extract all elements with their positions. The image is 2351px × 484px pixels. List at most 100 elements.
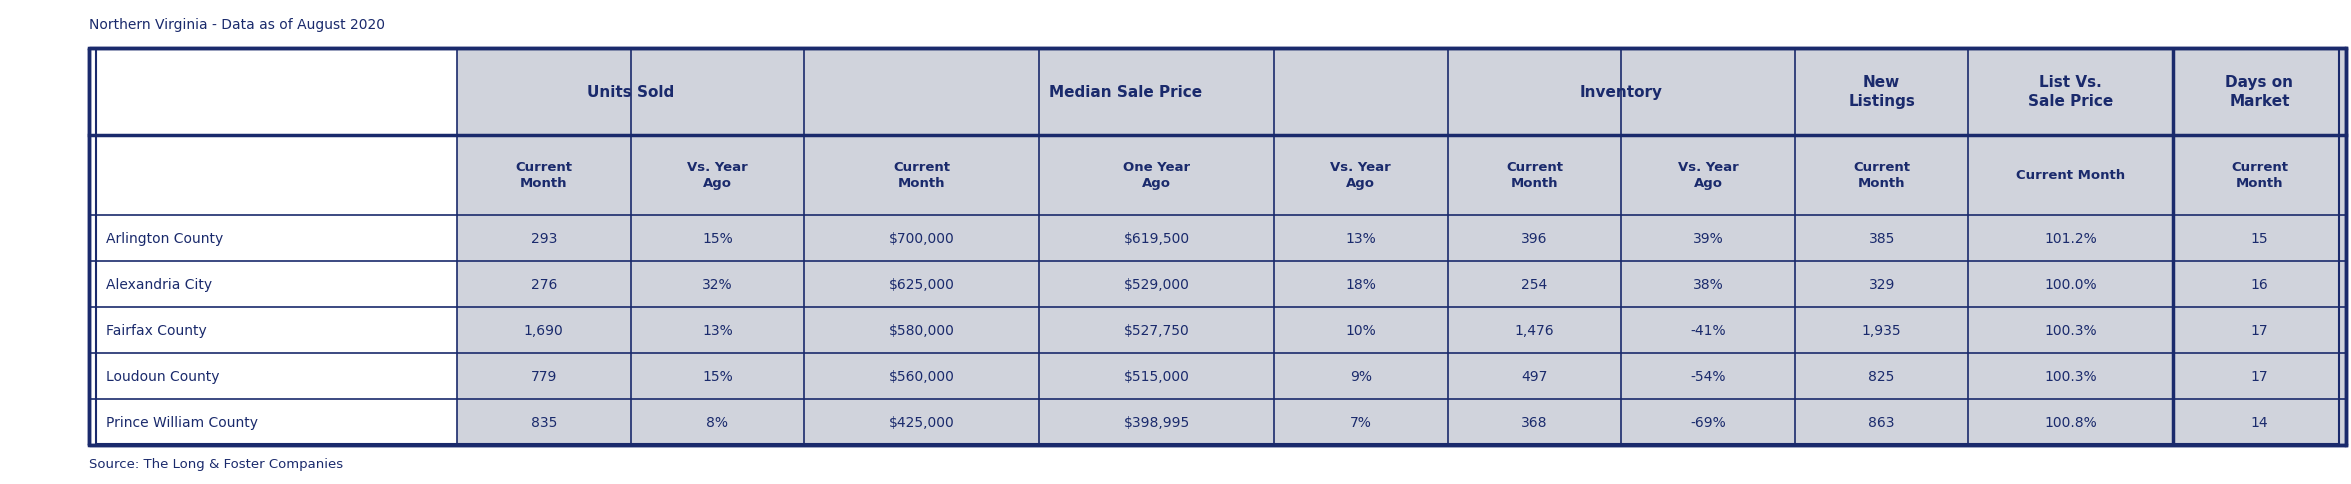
Bar bbox=[456, 136, 630, 215]
Bar bbox=[1794, 215, 1968, 261]
Bar bbox=[1794, 353, 1968, 399]
Bar bbox=[2172, 215, 2346, 261]
Text: Fairfax County: Fairfax County bbox=[106, 323, 207, 337]
Bar bbox=[1448, 261, 1622, 307]
Text: $580,000: $580,000 bbox=[889, 323, 955, 337]
Text: 396: 396 bbox=[1521, 231, 1547, 245]
Bar bbox=[89, 353, 456, 399]
Bar bbox=[804, 215, 1039, 261]
Text: 14: 14 bbox=[2250, 415, 2269, 429]
Bar bbox=[630, 353, 804, 399]
Text: 15: 15 bbox=[2250, 231, 2269, 245]
Bar bbox=[1968, 399, 2172, 445]
Bar bbox=[630, 261, 804, 307]
Bar bbox=[1794, 307, 1968, 353]
Text: Median Sale Price: Median Sale Price bbox=[1049, 85, 1201, 100]
Bar bbox=[456, 399, 630, 445]
Bar bbox=[1448, 307, 1622, 353]
Text: 385: 385 bbox=[1869, 231, 1895, 245]
Text: $515,000: $515,000 bbox=[1124, 369, 1190, 383]
Bar bbox=[456, 261, 630, 307]
Text: 18%: 18% bbox=[1345, 277, 1375, 291]
Bar bbox=[804, 307, 1039, 353]
Text: $560,000: $560,000 bbox=[889, 369, 955, 383]
Text: -69%: -69% bbox=[1690, 415, 1726, 429]
Bar bbox=[2172, 307, 2346, 353]
Text: $529,000: $529,000 bbox=[1124, 277, 1190, 291]
Bar bbox=[1794, 261, 1968, 307]
Text: 329: 329 bbox=[1869, 277, 1895, 291]
Text: Vs. Year
Ago: Vs. Year Ago bbox=[1331, 161, 1392, 190]
Text: Alexandria City: Alexandria City bbox=[106, 277, 212, 291]
Bar bbox=[1968, 215, 2172, 261]
Text: Current
Month: Current Month bbox=[2231, 161, 2288, 190]
Text: 254: 254 bbox=[1521, 277, 1547, 291]
Bar bbox=[89, 136, 456, 215]
Text: -41%: -41% bbox=[1690, 323, 1726, 337]
Text: 15%: 15% bbox=[703, 369, 734, 383]
Bar bbox=[1448, 353, 1622, 399]
Bar bbox=[1794, 399, 1968, 445]
Text: List Vs.
Sale Price: List Vs. Sale Price bbox=[2029, 76, 2114, 109]
Bar bbox=[1274, 261, 1448, 307]
Bar bbox=[1039, 215, 1274, 261]
Text: 863: 863 bbox=[1869, 415, 1895, 429]
Text: $425,000: $425,000 bbox=[889, 415, 955, 429]
Text: Vs. Year
Ago: Vs. Year Ago bbox=[686, 161, 748, 190]
Text: 101.2%: 101.2% bbox=[2043, 231, 2097, 245]
Text: Days on
Market: Days on Market bbox=[2226, 76, 2295, 109]
Bar bbox=[1448, 136, 1622, 215]
Text: 15%: 15% bbox=[703, 231, 734, 245]
Bar bbox=[89, 261, 456, 307]
Text: Current
Month: Current Month bbox=[893, 161, 950, 190]
Text: 7%: 7% bbox=[1349, 415, 1371, 429]
Bar bbox=[1274, 353, 1448, 399]
Text: Source: The Long & Foster Companies: Source: The Long & Foster Companies bbox=[89, 457, 343, 470]
Text: 100.8%: 100.8% bbox=[2043, 415, 2097, 429]
Bar bbox=[1448, 48, 1794, 136]
Bar bbox=[804, 399, 1039, 445]
Bar bbox=[89, 307, 456, 353]
Bar bbox=[804, 48, 1448, 136]
Bar bbox=[630, 136, 804, 215]
Text: 497: 497 bbox=[1521, 369, 1547, 383]
Text: $700,000: $700,000 bbox=[889, 231, 955, 245]
Text: Arlington County: Arlington County bbox=[106, 231, 223, 245]
Bar bbox=[456, 307, 630, 353]
Bar bbox=[1448, 215, 1622, 261]
Text: Units Sold: Units Sold bbox=[588, 85, 675, 100]
Bar bbox=[1274, 136, 1448, 215]
Bar bbox=[89, 215, 456, 261]
Text: Current Month: Current Month bbox=[2017, 169, 2125, 182]
Text: Vs. Year
Ago: Vs. Year Ago bbox=[1679, 161, 1737, 190]
Bar bbox=[1622, 399, 1794, 445]
Bar bbox=[1274, 215, 1448, 261]
Text: 9%: 9% bbox=[1349, 369, 1371, 383]
Bar bbox=[1039, 307, 1274, 353]
Bar bbox=[1968, 261, 2172, 307]
Bar bbox=[804, 136, 1039, 215]
Text: 100.3%: 100.3% bbox=[2045, 323, 2097, 337]
Text: 17: 17 bbox=[2250, 369, 2269, 383]
Text: 38%: 38% bbox=[1693, 277, 1723, 291]
Text: 1,690: 1,690 bbox=[524, 323, 564, 337]
Bar bbox=[1968, 307, 2172, 353]
Bar bbox=[1039, 261, 1274, 307]
Bar bbox=[456, 353, 630, 399]
Text: $619,500: $619,500 bbox=[1124, 231, 1190, 245]
Bar bbox=[1039, 136, 1274, 215]
Bar bbox=[1622, 353, 1794, 399]
Text: $398,995: $398,995 bbox=[1124, 415, 1190, 429]
Text: Prince William County: Prince William County bbox=[106, 415, 259, 429]
Text: 276: 276 bbox=[531, 277, 557, 291]
Bar bbox=[804, 261, 1039, 307]
Bar bbox=[1274, 399, 1448, 445]
Text: New
Listings: New Listings bbox=[1848, 76, 1916, 109]
Bar bbox=[630, 399, 804, 445]
Bar bbox=[2172, 48, 2346, 136]
Text: 779: 779 bbox=[531, 369, 557, 383]
Bar bbox=[804, 353, 1039, 399]
Bar bbox=[1039, 353, 1274, 399]
Text: 835: 835 bbox=[531, 415, 557, 429]
Text: -54%: -54% bbox=[1690, 369, 1726, 383]
